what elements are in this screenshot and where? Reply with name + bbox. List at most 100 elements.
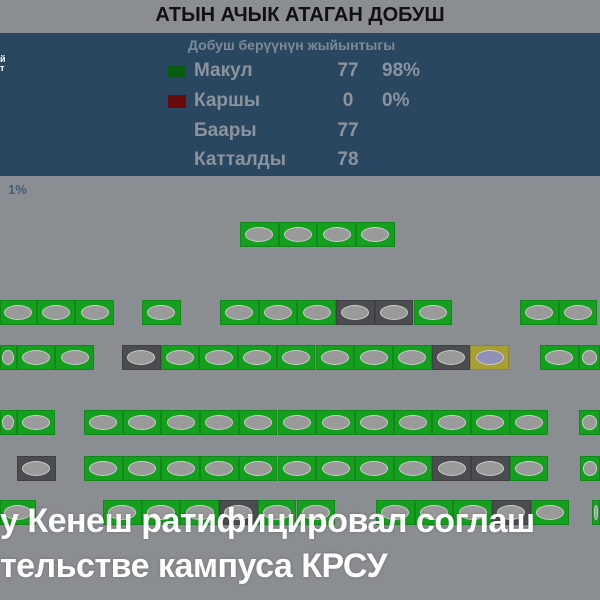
yes-swatch	[168, 64, 186, 78]
seat-green	[276, 345, 316, 370]
seat-green	[238, 345, 277, 370]
emblem-icon	[593, 505, 599, 520]
result-percent: 98%	[382, 60, 421, 81]
emblem-icon	[204, 350, 233, 365]
emblem-icon	[381, 505, 410, 520]
seat-green	[200, 456, 239, 481]
seat-green	[180, 500, 220, 525]
headline-line-2: тельстве кампуса КРСУ	[0, 547, 388, 585]
emblem-icon	[264, 305, 293, 320]
emblem-icon	[147, 305, 176, 320]
fragment-line: т	[0, 63, 5, 73]
seat-green	[199, 345, 239, 370]
seat-green	[240, 222, 279, 247]
seat-green	[509, 456, 549, 481]
seat-green	[530, 500, 570, 525]
emblem-icon	[147, 505, 176, 520]
emblem-icon	[22, 461, 51, 476]
emblem-icon	[398, 461, 427, 476]
emblem-icon	[89, 415, 118, 430]
seat-green	[316, 410, 355, 435]
emblem-icon	[536, 505, 565, 520]
seat-green	[471, 410, 510, 435]
seat-green	[238, 456, 278, 481]
seat-green	[354, 456, 394, 481]
seat-gray	[122, 345, 161, 370]
emblem-icon	[128, 415, 157, 430]
result-row-registered: Катталды 78	[168, 146, 372, 174]
emblem-icon	[581, 350, 598, 365]
seat-green	[0, 410, 17, 435]
seat-green	[392, 345, 432, 370]
seat-green	[354, 345, 393, 370]
emblem-icon	[284, 227, 313, 242]
seat-green	[84, 456, 123, 481]
emblem-icon	[545, 350, 574, 365]
seat-green	[200, 410, 239, 435]
seat-green	[55, 345, 95, 370]
seat-green	[278, 222, 318, 247]
emblem-icon	[282, 415, 311, 430]
seat-gray	[432, 456, 471, 481]
emblem-icon	[341, 305, 370, 320]
seat-green	[315, 345, 355, 370]
seat-green	[376, 500, 415, 525]
emblem-icon	[321, 461, 350, 476]
headline-line-1: у Кенеш ратифицировал соглаш	[0, 502, 535, 540]
emblem-icon	[282, 461, 311, 476]
seat-green	[238, 410, 278, 435]
seat-gray	[17, 456, 56, 481]
emblem-icon	[320, 350, 349, 365]
emblem-icon	[360, 415, 389, 430]
emblem-icon	[380, 305, 409, 320]
seat-gray	[431, 345, 471, 370]
result-count: 78	[337, 149, 359, 170]
seat-gray	[336, 300, 375, 325]
seat-green	[258, 300, 298, 325]
emblem-icon	[205, 461, 234, 476]
results-subtitle: Добуш берүүнүн жыйынтыгы	[188, 37, 396, 53]
result-row-yes: Макул 77 98%	[168, 57, 420, 85]
emblem-icon	[437, 461, 466, 476]
seat-green	[413, 300, 453, 325]
seat-green	[16, 345, 56, 370]
emblem-icon	[420, 505, 449, 520]
result-label: Катталды	[194, 149, 286, 170]
seat-green	[356, 222, 395, 247]
emblem-icon	[166, 415, 195, 430]
seat-green	[160, 345, 200, 370]
emblem-icon	[360, 461, 389, 476]
emblem-icon	[185, 505, 214, 520]
results-panel: й т Добуш берүүнүн жыйынтыгы Макул 77 98…	[0, 33, 600, 176]
emblem-icon	[398, 415, 427, 430]
seat-green	[277, 410, 317, 435]
seat-green	[161, 456, 201, 481]
emblem-icon	[302, 305, 331, 320]
seat-green	[0, 500, 36, 525]
seat-green	[558, 300, 598, 325]
emblem-icon	[224, 505, 253, 520]
emblem-icon	[497, 505, 526, 520]
result-row-total: Баары 77	[168, 117, 372, 145]
emblem-icon	[301, 505, 330, 520]
seat-green	[317, 222, 357, 247]
result-label: Макул	[194, 60, 253, 81]
result-count: 0	[342, 90, 354, 111]
screen-title: АТЫН АЧЫК АТАГАН ДОБУШ	[155, 4, 445, 26]
emblem-icon	[127, 350, 156, 365]
emblem-icon	[564, 305, 593, 320]
emblem-icon	[581, 415, 598, 430]
result-label: Каршы	[194, 90, 261, 111]
emblem-icon	[321, 415, 350, 430]
result-count: 77	[337, 120, 359, 141]
seat-green	[142, 300, 181, 325]
seat-green	[509, 410, 549, 435]
seat-green	[36, 300, 76, 325]
seat-green	[141, 500, 181, 525]
seat-green	[122, 456, 162, 481]
emblem-icon	[458, 505, 487, 520]
seat-green	[16, 410, 56, 435]
seat-green	[297, 300, 337, 325]
emblem-icon	[263, 505, 292, 520]
emblem-icon	[166, 350, 195, 365]
